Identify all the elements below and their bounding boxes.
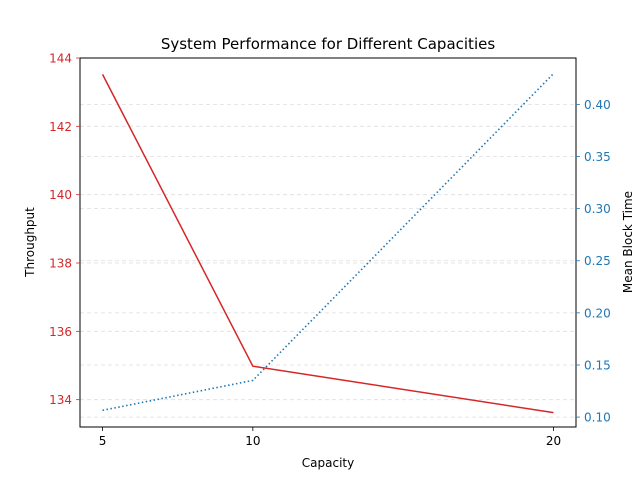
right-tick-label: 0.15 — [584, 358, 611, 372]
mean-block-time-line — [102, 73, 555, 412]
left-axis-ticks: 134 136 138 140 142 144 — [49, 52, 80, 407]
right-tick-label: 0.40 — [584, 98, 611, 112]
left-tick-label: 142 — [49, 120, 72, 134]
x-tick-label: 20 — [546, 434, 561, 448]
right-tick-label: 0.30 — [584, 202, 611, 216]
throughput-line — [101, 74, 554, 414]
x-tick-label: 10 — [245, 434, 260, 448]
left-axis-label: Throughput — [23, 207, 37, 278]
right-tick-label: 0.10 — [584, 411, 611, 425]
left-tick-label: 134 — [49, 393, 72, 407]
right-tick-label: 0.35 — [584, 150, 611, 164]
series-lines — [101, 73, 555, 414]
right-tick-label: 0.25 — [584, 254, 611, 268]
x-axis-ticks: 5 10 20 — [99, 427, 561, 448]
x-axis-label: Capacity — [302, 456, 354, 470]
left-tick-label: 144 — [49, 52, 72, 66]
x-tick-label: 5 — [99, 434, 107, 448]
chart-title: System Performance for Different Capacit… — [161, 35, 495, 53]
left-tick-label: 140 — [49, 188, 72, 202]
left-tick-label: 138 — [49, 257, 72, 271]
plot-frame — [79, 57, 577, 428]
right-axis-label: Mean Block Time — [621, 191, 635, 293]
right-tick-label: 0.20 — [584, 306, 611, 320]
grid-lines — [80, 57, 576, 418]
right-axis-ticks: 0.10 0.15 0.20 0.25 0.30 0.35 0.40 — [576, 98, 611, 425]
left-tick-label: 136 — [49, 325, 72, 339]
